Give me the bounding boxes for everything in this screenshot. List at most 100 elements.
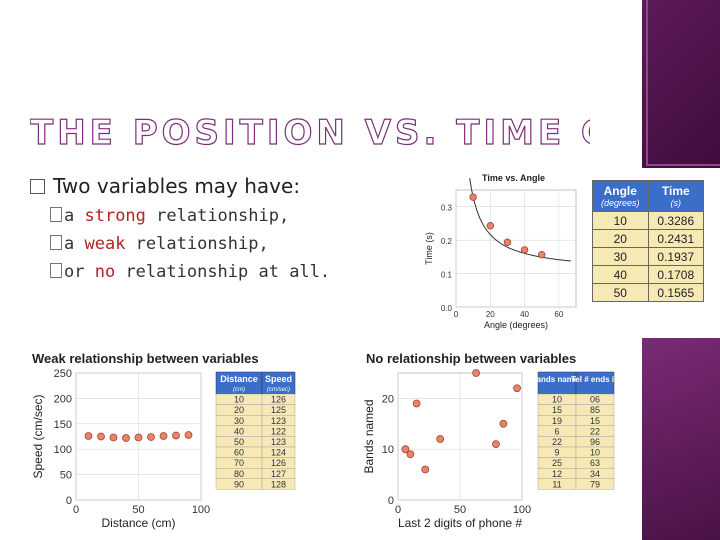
sub-bullet-strong: a strong relationship, [50,202,410,230]
table-cell-value: 15 [590,416,600,426]
checkbox-bullet-icon [30,178,45,194]
data-point [184,431,193,439]
table-cell-value: 9 [554,448,559,458]
table-cell-value: 124 [271,448,286,458]
data-point [412,399,421,408]
table-cell-value: 122 [271,426,286,436]
glyph-bullet-icon [50,235,62,250]
glyph-bullet-icon [50,207,62,222]
y-tick-label: 50 [60,470,72,482]
table-cell-value: 15 [552,405,562,415]
x-tick-label: 50 [132,504,144,516]
y-tick-label: 0.0 [441,304,453,313]
sub-bullet-weak: a weak relationship, [50,230,410,258]
x-tick-label: 0 [73,504,79,516]
table-cell-value: 80 [234,469,244,479]
table-cell-value: 20 [234,405,244,415]
x-tick-label: 20 [486,310,495,319]
x-tick-label: 0 [395,504,401,516]
table-cell-value: 126 [271,458,286,468]
sub-bullet-prefix: a [64,234,85,254]
data-point [109,433,118,442]
table-cell-value: 12 [552,469,562,479]
data-point [472,369,481,377]
data-point [401,445,410,454]
table-cell-value: 10 [234,395,244,405]
y-tick-label: 0.1 [441,271,453,280]
y-tick-label: 20 [382,393,394,405]
angle-table-header-label: Time [661,184,690,198]
table-cell-value: 126 [271,395,286,405]
data-point [134,433,143,442]
table-cell-value: 19 [552,416,562,426]
table-cell-value: 85 [590,405,600,415]
table-cell-value: 22 [590,426,600,436]
x-axis-label: Last 2 digits of phone # [398,516,522,530]
table-cell-value: 22 [552,437,562,447]
slide-title-container: THE POSITION VS. TIME GRAPH [29,104,720,154]
time-vs-angle-chart: Time vs. Angle 0.0 0.1 0.2 0.3 0 20 40 60 Angle (… [420,170,586,330]
x-tick-label: 0 [454,310,459,319]
y-tick-label: 0 [388,495,394,507]
sub-bullet-prefix: or [64,262,95,282]
chart-title: Weak relationship between variables [32,351,259,366]
table-header-label: Bands named [531,375,584,384]
bullet-main-text: Two variables may have: [53,174,301,198]
data-point [499,419,508,428]
sub-bullet-suffix: relationship at all. [115,262,331,282]
table-cell-value: 06 [590,395,600,405]
table-cell-value: 30 [234,416,244,426]
table-header-label: Distance [220,374,258,384]
bullet-main: Two variables may have: [30,170,410,202]
angle-table-cell: 40 [592,265,649,284]
y-axis-label: Speed (cm/sec) [31,394,45,478]
angle-table-cell: 0.2431 [647,229,705,248]
data-point [172,431,180,440]
bullet-list: Two variables may have: a strong relatio… [30,170,410,286]
angle-table-cell: 0.3286 [647,211,705,230]
y-tick-label: 150 [54,419,72,431]
x-tick-label: 60 [554,310,563,319]
table-cell-value: 90 [234,479,244,489]
no-relationship-chart: No relationship between variables 0 10 20 0 5… [362,345,638,535]
weak-relationship-chart: Weak relationship between variables 0 50 10… [30,345,340,535]
x-axis-label: Angle (degrees) [484,320,548,330]
angle-table-row: 50 0.1565 [592,283,705,302]
table-header-unit: (cm/sec) [267,387,290,393]
plot-area [455,189,577,308]
angle-table-header-label: Angle [603,184,637,198]
angle-table-cell: 0.1565 [647,283,705,302]
table-cell-value: 63 [590,458,600,468]
x-tick-label: 100 [192,504,210,516]
y-tick-label: 100 [54,444,72,456]
data-point [147,433,155,441]
data-point [436,435,445,443]
angle-table-header-row: Angle (degrees) Time (s) [592,180,705,212]
angle-table-cell: 20 [592,229,649,248]
x-tick-label: 40 [520,310,529,319]
sub-bullet-prefix: a [64,206,85,226]
table-cell-value: 60 [234,448,244,458]
angle-time-table: Angle (degrees) Time (s) 10 0.3286 20 0.2431 30 0… [592,180,705,302]
table-cell-value: 40 [234,426,244,436]
trend-curve [469,178,571,262]
y-tick-label: 0 [66,495,72,507]
data-point [503,238,512,246]
x-axis-label: Distance (cm) [101,516,175,530]
corner-decoration [642,0,720,168]
table-cell-value: 127 [271,469,286,479]
table-cell-value: 6 [554,426,559,436]
y-tick-label: 0.2 [441,237,453,246]
y-tick-label: 200 [54,393,72,405]
data-point [421,465,430,474]
y-tick-label: 10 [382,444,394,456]
sub-bullet-highlight: no [94,262,116,282]
sub-bullet-suffix: relationship, [145,206,290,226]
sub-bullet-none: or no relationship at all. [50,258,410,286]
angle-table-header-unit: (degrees) [601,198,640,208]
y-axis-label: Time (s) [424,232,434,265]
angle-table-header-cell: Time (s) [647,180,705,212]
data-point [520,246,529,254]
y-tick-label: 250 [54,368,72,380]
data-point [84,432,93,440]
